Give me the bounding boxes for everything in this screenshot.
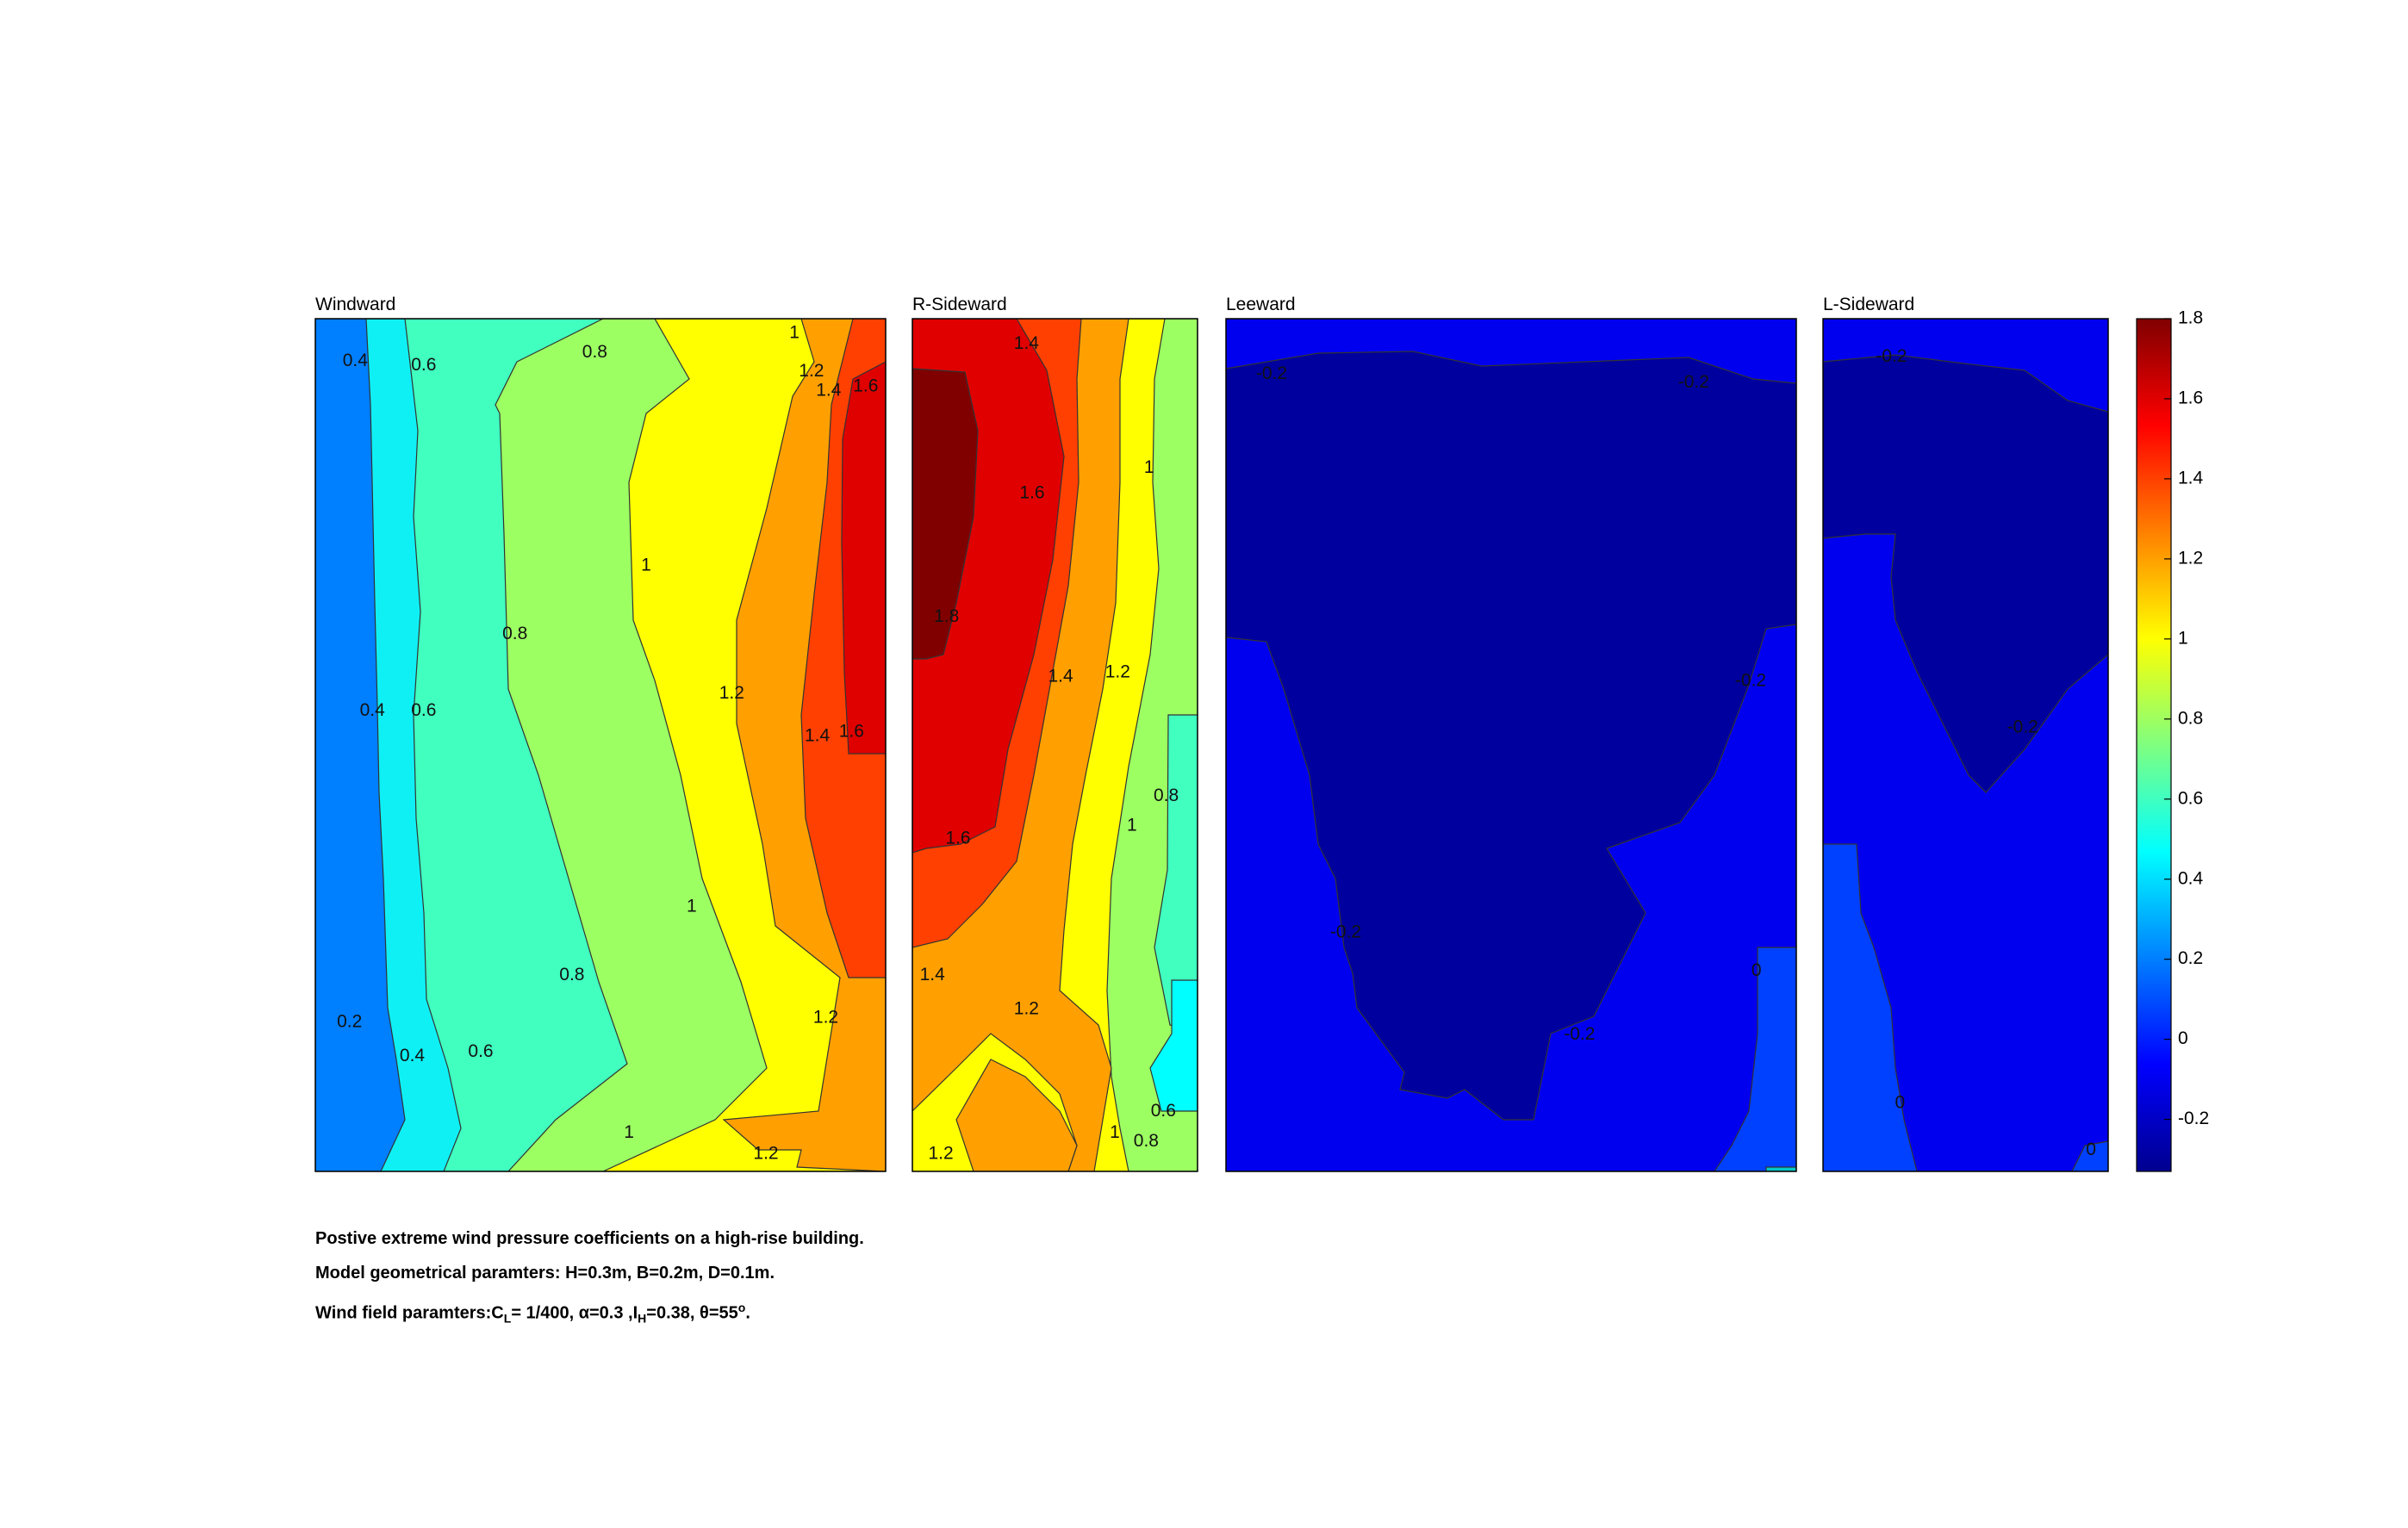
r-sideward-contour-label: 0.8 bbox=[1134, 1131, 1159, 1151]
colorbar-tick-label: 0.2 bbox=[2178, 948, 2203, 968]
caption-line-3-mid-1: = 1/400, α=0.3 ,I bbox=[511, 1303, 638, 1323]
windward-contour-label: 0.6 bbox=[411, 700, 436, 720]
windward-contour-label: 1.2 bbox=[813, 1007, 838, 1027]
windward-contour-label: 0.8 bbox=[582, 342, 607, 362]
leeward-contour-label: -0.2 bbox=[1256, 363, 1287, 383]
l-sideward-band-3 bbox=[2071, 1140, 2108, 1171]
leeward-title: Leeward bbox=[1226, 295, 1296, 314]
r-sideward-contour-label: 1.2 bbox=[1014, 998, 1039, 1018]
colorbar-gradient bbox=[2136, 318, 2172, 1172]
l-sideward-band-2 bbox=[1823, 843, 1918, 1171]
leeward-contour-label: -0.2 bbox=[1330, 922, 1361, 941]
colorbar-tick-label: 0 bbox=[2178, 1028, 2188, 1048]
figure-captions: Postive extreme wind pressure coefficien… bbox=[315, 1221, 1694, 1326]
r-sideward-contour-label: 0.6 bbox=[1151, 1101, 1176, 1121]
l-sideward-panel: L-Sideward -0.2 -0.2 0 0 bbox=[1822, 295, 2109, 1172]
l-sideward-title: L-Sideward bbox=[1823, 295, 1914, 314]
colorbar-tick-label: 0.8 bbox=[2178, 708, 2203, 728]
r-sideward-band-cyan bbox=[1149, 979, 1198, 1112]
r-sideward-contour-label: 1.6 bbox=[945, 828, 970, 848]
windward-contour-label: 1.6 bbox=[839, 722, 864, 742]
r-sideward-contour-label: 1.2 bbox=[928, 1144, 953, 1164]
l-sideward-contour-label: -0.2 bbox=[1876, 346, 1907, 366]
l-sideward-contour-label: 0 bbox=[1895, 1092, 1906, 1112]
caption-line-1: Postive extreme wind pressure coefficien… bbox=[315, 1229, 864, 1248]
caption-line-3-mid-2: =0.38, θ=55 bbox=[646, 1303, 738, 1323]
colorbar-tick-label: 0.4 bbox=[2178, 868, 2204, 888]
windward-contour-label: 1.2 bbox=[799, 361, 824, 381]
windward-contour-labels: 0.4 0.60.811.21.4 1.610.80.4 0.61.21.4 1.610… bbox=[337, 322, 878, 1163]
r-sideward-contour-label: 0.8 bbox=[1154, 786, 1179, 805]
windward-band-7 bbox=[841, 361, 886, 755]
r-sideward-band-6 bbox=[912, 368, 979, 660]
leeward-band-2 bbox=[1714, 947, 1796, 1171]
l-sideward-contour-label: 0 bbox=[2086, 1140, 2096, 1159]
r-sideward-panel: R-Sideward 1.4 1 1.6 1.8 1.4 1.2 1 0.8 1.6 1.4 1.2… bbox=[912, 295, 1198, 1172]
windward-contour-fills bbox=[315, 319, 886, 1171]
colorbar-tick-label: 1 bbox=[2178, 628, 2188, 648]
leeward-contour-labels: -0.2 -0.2 -0.2 -0.2 0 -0.2 bbox=[1256, 363, 1766, 1044]
windward-contour-label: 0.6 bbox=[411, 355, 436, 375]
caption-line-3: Wind field paramters:CL= 1/400, α=0.3 ,I… bbox=[315, 1290, 1694, 1326]
caption-line-3-sub-l: L bbox=[503, 1311, 512, 1326]
colorbar-ticks: 1.8 1.6 1.4 1.2 1 0.8 0.6 0.4 0.2 0 -0.2 bbox=[2164, 308, 2209, 1128]
r-sideward-contour-label: 1.4 bbox=[1014, 333, 1040, 353]
l-sideward-contour-fills bbox=[1823, 319, 2108, 1171]
l-sideward-contour-labels: -0.2 -0.2 0 0 bbox=[1876, 346, 2096, 1159]
windward-contour-label: 1.6 bbox=[853, 376, 878, 396]
windward-contour-label: 0.4 bbox=[400, 1046, 426, 1065]
leeward-band-1 bbox=[1226, 351, 1796, 1121]
windward-contour-label: 0.4 bbox=[343, 351, 369, 370]
windward-contour-label: 1 bbox=[687, 897, 697, 916]
caption-line-3-end: . bbox=[745, 1303, 750, 1323]
windward-contour-label: 1.2 bbox=[753, 1144, 778, 1164]
colorbar-tick-label: 1.4 bbox=[2178, 468, 2204, 488]
windward-contour-label: 0.8 bbox=[502, 624, 527, 643]
r-sideward-contour-label: 1.6 bbox=[1019, 483, 1044, 503]
windward-contour-label: 0.8 bbox=[559, 965, 584, 985]
windward-contour-label: 0.4 bbox=[360, 700, 386, 720]
windward-contour-label: 1.4 bbox=[805, 726, 831, 746]
windward-panel: Windward 0.4 0.60.811.21.4 1.610.80.4 0.61.… bbox=[314, 295, 887, 1172]
r-sideward-contour-fills bbox=[912, 319, 1198, 1171]
windward-contour-label: 1 bbox=[789, 322, 800, 342]
colorbar-tick-label: -0.2 bbox=[2178, 1109, 2209, 1128]
colorbar-tick-label: 1.8 bbox=[2178, 308, 2203, 328]
windward-title: Windward bbox=[315, 295, 395, 314]
leeward-contour-label: -0.2 bbox=[1564, 1024, 1595, 1044]
windward-contour-label: 1 bbox=[624, 1122, 634, 1142]
windward-contour-label: 1 bbox=[641, 556, 651, 575]
r-sideward-band-notch bbox=[955, 1059, 1078, 1171]
leeward-contour-label: -0.2 bbox=[1678, 372, 1709, 392]
windward-contour-label: 1.4 bbox=[816, 381, 842, 401]
leeward-contour-label: 0 bbox=[1752, 960, 1762, 980]
r-sideward-contour-labels: 1.4 1 1.6 1.8 1.4 1.2 1 0.8 1.6 1.4 1.2 0.6 1 0.8 1.2 bbox=[920, 333, 1179, 1163]
caption-line-3-prefix: Wind field paramters:C bbox=[315, 1303, 504, 1323]
r-sideward-contour-label: 1.8 bbox=[934, 606, 959, 626]
caption-line-2: Model geometrical paramters: H=0.3m, B=0… bbox=[315, 1264, 775, 1283]
caption-line-3-sup: o bbox=[737, 1301, 746, 1314]
colorbar-tick-label: 1.2 bbox=[2178, 548, 2203, 568]
leeward-panel: Leeward -0.2 -0.2 -0.2 -0.2 0 -0.2 bbox=[1225, 295, 1797, 1172]
windward-contour-label: 0.6 bbox=[468, 1041, 493, 1061]
r-sideward-title: R-Sideward bbox=[912, 295, 1007, 314]
l-sideward-band-1 bbox=[1823, 354, 2108, 793]
r-sideward-contour-label: 1 bbox=[1110, 1122, 1120, 1142]
leeward-contour-label: -0.2 bbox=[1735, 670, 1766, 690]
leeward-band-3 bbox=[1765, 1166, 1796, 1171]
l-sideward-contour-label: -0.2 bbox=[2007, 717, 2038, 737]
windward-contour-label: 1.2 bbox=[719, 683, 744, 703]
leeward-contour-fills bbox=[1226, 319, 1796, 1171]
windward-contour-label: 0.2 bbox=[337, 1011, 362, 1031]
caption-line-3-sub-h: H bbox=[638, 1311, 647, 1326]
colorbar-tick-label: 1.6 bbox=[2178, 388, 2203, 408]
r-sideward-contour-label: 1.2 bbox=[1105, 662, 1130, 681]
colorbar: 1.8 1.6 1.4 1.2 1 0.8 0.6 0.4 0.2 0 -0.2 bbox=[2136, 308, 2209, 1172]
r-sideward-contour-label: 1 bbox=[1127, 816, 1137, 835]
r-sideward-contour-label: 1.4 bbox=[920, 965, 946, 985]
colorbar-tick-label: 0.6 bbox=[2178, 788, 2203, 808]
r-sideward-contour-label: 1.4 bbox=[1048, 666, 1073, 686]
r-sideward-contour-label: 1 bbox=[1144, 457, 1154, 477]
